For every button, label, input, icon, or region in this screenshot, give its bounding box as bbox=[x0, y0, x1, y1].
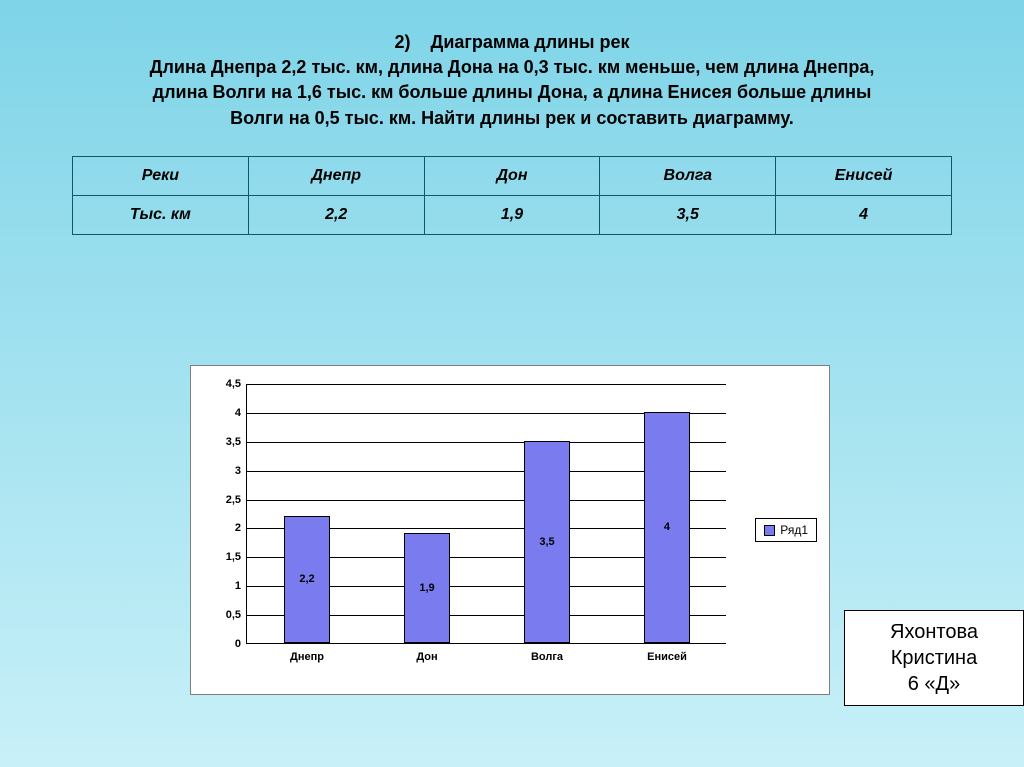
legend-swatch bbox=[764, 525, 775, 536]
title-line-3: длина Волги на 1,6 тыс. км больше длины … bbox=[60, 80, 964, 105]
y-tick-label: 3 bbox=[235, 465, 241, 477]
title-line-2: Длина Днепра 2,2 тыс. км, длина Дона на … bbox=[60, 55, 964, 80]
bar: 1,9 bbox=[404, 533, 450, 643]
bar: 3,5 bbox=[524, 441, 570, 643]
y-tick-label: 0,5 bbox=[226, 609, 241, 621]
table-header: Волга bbox=[600, 156, 776, 195]
table-cell: Тыс. км bbox=[73, 195, 249, 234]
y-tick-label: 3,5 bbox=[226, 436, 241, 448]
x-tick-label: Днепр bbox=[290, 651, 324, 663]
y-tick-label: 0 bbox=[235, 638, 241, 650]
table-header: Днепр bbox=[248, 156, 424, 195]
y-tick-label: 2,5 bbox=[226, 494, 241, 506]
author-line: Кристина bbox=[849, 645, 1019, 671]
table-row: Тыс. км 2,2 1,9 3,5 4 bbox=[73, 195, 952, 234]
title-line-4: Волги на 0,5 тыс. км. Найти длины рек и … bbox=[60, 106, 964, 131]
author-line: 6 «Д» bbox=[849, 671, 1019, 697]
y-tick-label: 2 bbox=[235, 522, 241, 534]
grid-line bbox=[247, 384, 726, 385]
title-line-1: 2) Диаграмма длины рек bbox=[60, 30, 964, 55]
table-cell: 2,2 bbox=[248, 195, 424, 234]
chart-box: 0 0,5 1 1,5 2 2,5 3 3,5 4 4,5 2,2 Днепр 1,9 Дон 3,5 Вол… bbox=[190, 365, 830, 695]
y-tick-label: 4,5 bbox=[226, 378, 241, 390]
data-table: Реки Днепр Дон Волга Енисей Тыс. км 2,2 … bbox=[72, 156, 952, 235]
x-tick-label: Дон bbox=[416, 651, 437, 663]
table-header: Дон bbox=[424, 156, 600, 195]
legend-label: Ряд1 bbox=[780, 523, 808, 537]
y-tick-label: 1 bbox=[235, 580, 241, 592]
y-tick-label: 4 bbox=[235, 407, 241, 419]
table-header: Енисей bbox=[776, 156, 952, 195]
table-row: Реки Днепр Дон Волга Енисей bbox=[73, 156, 952, 195]
table-cell: 1,9 bbox=[424, 195, 600, 234]
bar: 2,2 bbox=[284, 516, 330, 643]
y-tick-label: 1,5 bbox=[226, 551, 241, 563]
bar: 4 bbox=[644, 412, 690, 643]
x-tick-label: Волга bbox=[531, 651, 563, 663]
table-cell: 4 bbox=[776, 195, 952, 234]
plot-area: 00,511,522,533,544,52,2Днепр1,9Дон3,5Вол… bbox=[246, 384, 726, 644]
chart-legend: Ряд1 bbox=[755, 518, 817, 542]
table-header: Реки bbox=[73, 156, 249, 195]
page: 2) Диаграмма длины рек Длина Днепра 2,2 … bbox=[0, 0, 1024, 767]
author-box: Яхонтова Кристина 6 «Д» bbox=[844, 610, 1024, 706]
x-tick-label: Енисей bbox=[647, 651, 687, 663]
title-block: 2) Диаграмма длины рек Длина Днепра 2,2 … bbox=[0, 30, 1024, 131]
table-cell: 3,5 bbox=[600, 195, 776, 234]
author-line: Яхонтова bbox=[849, 619, 1019, 645]
